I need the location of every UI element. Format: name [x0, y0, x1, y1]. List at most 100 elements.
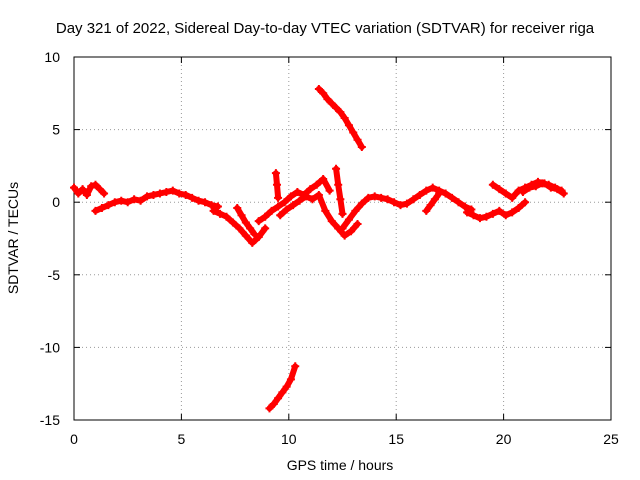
data-point	[390, 198, 399, 207]
series-band	[423, 190, 443, 214]
data-point	[235, 224, 244, 233]
y-tick-labels: -15 -10 -5 0 5 10	[40, 49, 60, 428]
data-point	[338, 224, 347, 233]
x-tick-label: 0	[70, 431, 78, 447]
data-point	[409, 195, 418, 204]
data-point	[525, 183, 534, 192]
data-point	[469, 211, 478, 220]
data-point	[514, 204, 523, 213]
data-point	[274, 394, 283, 403]
data-point	[91, 206, 100, 215]
data-point	[308, 195, 317, 204]
data-point	[188, 193, 197, 202]
y-axis-label: SDTVAR / TECUs	[5, 182, 21, 294]
data-point	[508, 193, 517, 202]
data-point	[430, 195, 439, 204]
data-point	[521, 198, 530, 207]
data-point	[349, 128, 358, 137]
plot-frame	[73, 56, 612, 421]
x-tick-label: 25	[603, 431, 619, 447]
data-point	[501, 189, 510, 198]
y-tick-label: -5	[48, 267, 61, 283]
data-point	[216, 209, 225, 218]
data-point	[97, 204, 106, 213]
data-point	[351, 206, 360, 215]
series-track-c	[209, 206, 270, 247]
data-point	[338, 209, 347, 218]
data-point	[265, 404, 274, 413]
data-point	[254, 217, 263, 226]
data-point	[95, 185, 104, 194]
data-point	[301, 192, 310, 201]
data-point	[87, 182, 96, 191]
data-point	[325, 186, 334, 195]
data-point	[306, 185, 315, 194]
data-point	[250, 230, 259, 239]
data-point	[332, 164, 341, 173]
data-point	[454, 198, 463, 207]
data-point	[460, 202, 469, 211]
data-point	[475, 214, 484, 223]
data-point	[501, 211, 510, 220]
data-point	[314, 84, 323, 93]
data-point	[117, 196, 126, 205]
data-point	[448, 193, 457, 202]
series-track-f	[271, 169, 283, 202]
series-track-o	[265, 362, 300, 413]
series-band	[464, 199, 529, 222]
series-track-i	[338, 183, 476, 233]
data-point	[209, 206, 218, 215]
data-point	[110, 198, 119, 207]
data-point	[544, 180, 553, 189]
data-point	[336, 108, 345, 117]
data-point	[280, 198, 289, 207]
data-point	[321, 206, 330, 215]
series-track-n	[314, 84, 366, 152]
data-point	[323, 95, 332, 104]
data-point	[495, 185, 504, 194]
data-point	[274, 202, 283, 211]
data-point	[201, 198, 210, 207]
x-tick-label: 10	[281, 431, 297, 447]
data-point	[332, 103, 341, 112]
data-point	[233, 204, 242, 213]
data-point	[278, 388, 287, 397]
data-point	[422, 186, 431, 195]
series-track-b	[91, 186, 222, 215]
data-point	[123, 198, 132, 207]
data-point	[272, 180, 281, 189]
data-point	[357, 199, 366, 208]
series-track-m	[518, 179, 566, 197]
y-tick-label: 10	[44, 49, 60, 65]
series-band	[277, 191, 361, 239]
data-point	[353, 135, 362, 144]
data-point	[237, 211, 246, 220]
data-point	[551, 183, 560, 192]
y-tick-label: -15	[40, 412, 60, 428]
x-tick-label: 5	[178, 431, 186, 447]
series-track-a	[70, 180, 109, 199]
data-point	[340, 231, 349, 240]
data-point	[70, 183, 78, 192]
data-point	[488, 180, 497, 189]
data-point	[130, 195, 139, 204]
data-point	[100, 189, 109, 198]
data-point	[340, 113, 349, 122]
data-point	[82, 190, 91, 199]
data-point	[538, 179, 547, 188]
data-point	[347, 227, 356, 236]
x-tick-labels: 0 5 10 15 20 25	[70, 431, 619, 447]
series-track-h	[332, 164, 347, 218]
data-point	[143, 192, 152, 201]
data-point	[222, 212, 231, 221]
x-tick-label: 20	[496, 431, 512, 447]
series-track-d	[233, 204, 259, 239]
data-point	[248, 238, 257, 247]
series-band	[315, 85, 365, 150]
data-point	[282, 382, 291, 391]
data-point	[78, 185, 87, 194]
data-point	[261, 224, 270, 233]
data-point	[91, 180, 100, 189]
data-point	[396, 201, 405, 210]
